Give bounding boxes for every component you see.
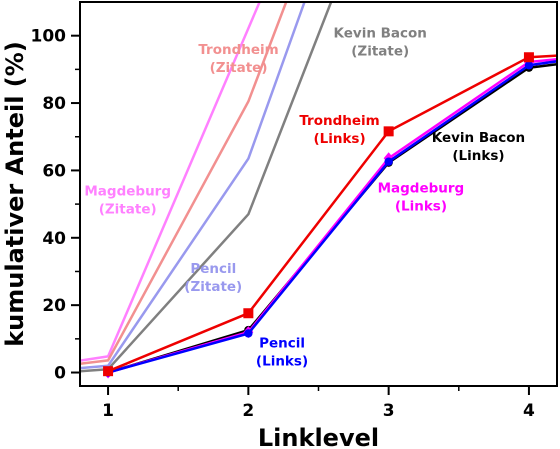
series-trondheim_links [103,52,557,377]
annotation-layer: Trondheim (Zitate) Kevin Bacon (Zitate) Magd… [84,25,525,369]
data-point [103,366,114,377]
series-line-trondheim_zitate [80,2,288,366]
series-kevin_bacon_zitate [80,2,333,373]
annotation-trondheim_zitate-name: Trondheim [198,42,278,58]
y-tick-label: 40 [42,229,66,249]
annotation-kevin_bacon_links-name: Kevin Bacon [432,130,525,146]
series-line-pencil_zitate [80,2,306,370]
annotation-pencil_links-name: Pencil [259,335,305,351]
annotation-magdeburg_zitate-kind: (Zitate) [99,202,157,218]
annotation-magdeburg_links-name: Magdeburg [378,180,465,196]
annotation-kevin_bacon_zitate-kind: (Zitate) [351,43,409,59]
data-point [524,61,534,70]
data-point [243,308,254,319]
series-line-trondheim_links [107,54,557,373]
series-kevin_bacon_links [103,63,557,377]
annotation-trondheim_links-name: Trondheim [299,113,379,129]
annotation-pencil_zitate-name: Pencil [190,261,236,277]
series-line-pencil_links [107,60,557,374]
data-point [523,52,534,63]
x-tick-label: 1 [102,401,114,421]
y-axis-title: kumulativer Anteil (%) [1,41,29,347]
series-line-kevin_bacon_zitate [80,2,333,373]
y-tick-label: 100 [31,27,67,47]
series-layer [80,2,557,379]
annotation-kevin_bacon_zitate-name: Kevin Bacon [334,25,427,41]
y-tick-label: 60 [42,161,66,181]
data-point [383,126,394,137]
x-axis-title: Linklevel [258,424,379,449]
y-tick-label: 20 [42,296,66,316]
x-tick-label: 2 [242,401,254,421]
annotation-pencil_zitate-kind: (Zitate) [184,279,242,295]
series-trondheim_zitate [80,2,288,366]
series-magdeburg_links [103,55,557,379]
annotation-kevin_bacon_links-kind: (Links) [452,148,504,164]
annotation-magdeburg_zitate-name: Magdeburg [84,184,171,200]
y-tick-label: 80 [42,94,66,114]
series-line-kevin_bacon_links [107,63,557,374]
annotation-pencil_links-kind: (Links) [256,353,308,369]
data-point [384,157,393,166]
series-line-magdeburg_links [107,58,557,374]
y-tick-label: 0 [54,364,66,384]
series-pencil_zitate [80,2,306,370]
series-line-magdeburg_zitate [80,2,261,362]
series-magdeburg_zitate [80,2,261,362]
annotation-magdeburg_links-kind: (Links) [395,198,447,214]
axis-ticks [71,34,530,395]
series-pencil_links [103,60,557,377]
annotation-trondheim_links-kind: (Links) [313,131,365,147]
data-point [244,329,253,338]
x-tick-label: 4 [523,401,535,421]
annotation-trondheim_zitate-kind: (Zitate) [210,60,268,76]
x-tick-label: 3 [383,401,395,421]
